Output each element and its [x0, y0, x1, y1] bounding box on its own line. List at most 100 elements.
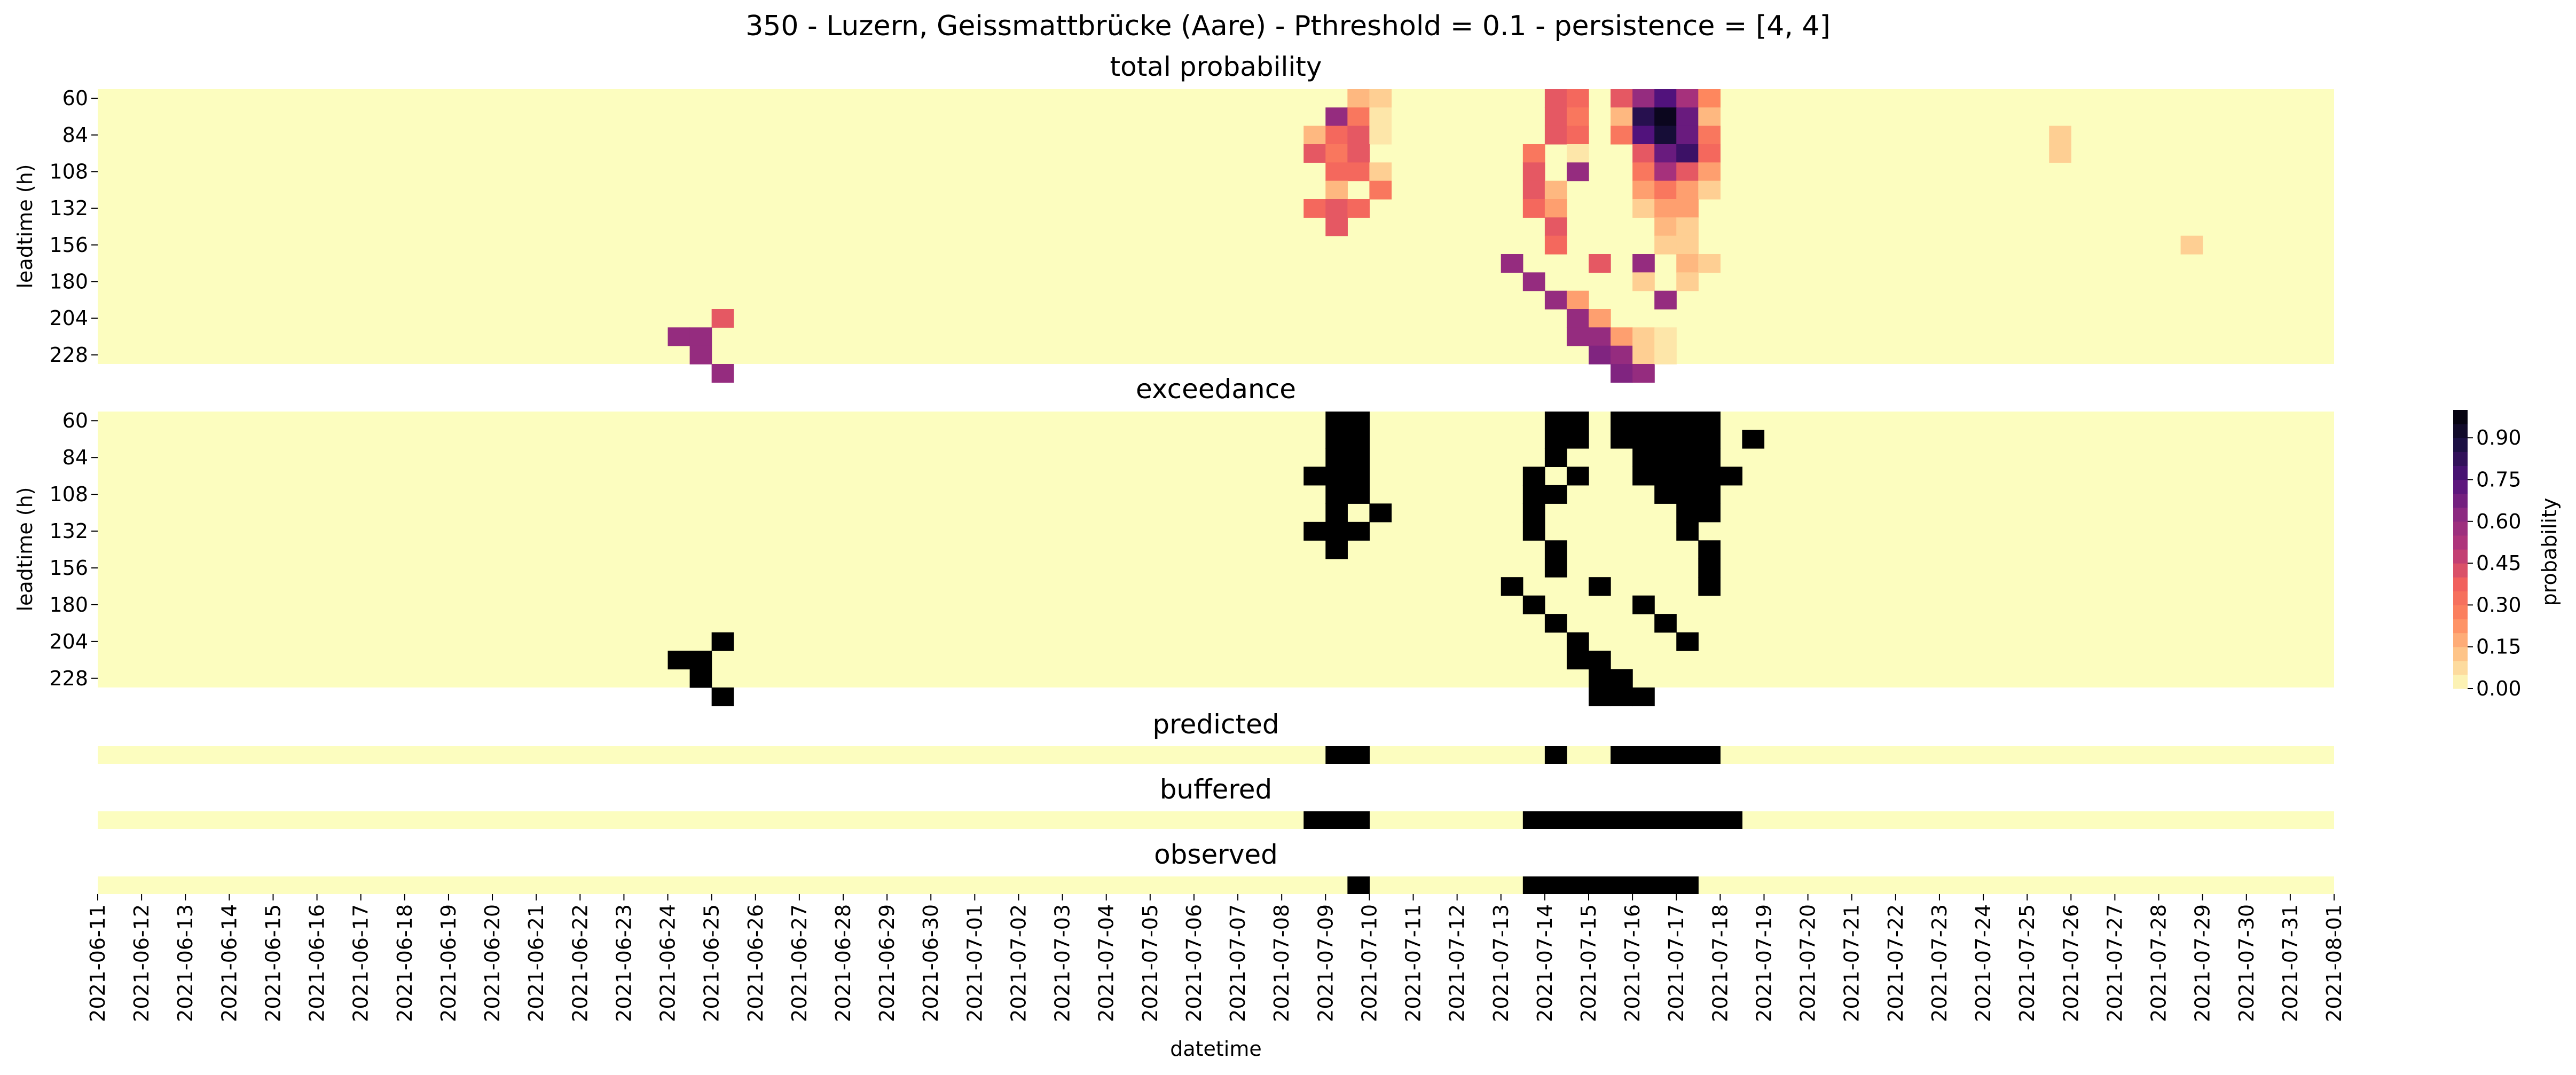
colorbar-segment [2453, 521, 2468, 536]
x-tick-label: 2021-07-16 [1621, 904, 1644, 1022]
x-tick-label: 2021-07-27 [2103, 904, 2126, 1022]
heatmap-cell [1566, 412, 1589, 431]
colorbar-segment [2453, 563, 2468, 578]
x-tick-label: 2021-06-29 [875, 904, 899, 1022]
colorbar-segment [2453, 507, 2468, 522]
heatmap-cell [1654, 144, 1677, 163]
heatmap-cell [1501, 577, 1523, 596]
heatmap-cell [1544, 180, 1567, 200]
colorbar-tick-label: 0.30 [2476, 593, 2522, 616]
colorbar-segment [2453, 465, 2468, 480]
heatmap-cell [1325, 521, 1348, 541]
heatmap-cell [1303, 199, 1326, 218]
datetime-axis: 2021-06-11 2021-06-12 2021-06-13 2021-06-14… [86, 894, 2346, 1022]
x-tick-label: 2021-07-26 [2059, 904, 2083, 1022]
heatmap-cell [1654, 199, 1677, 218]
heatmap-cell [1698, 254, 1721, 273]
y-tick-label: 156 [49, 233, 88, 257]
heatmap-cell [1698, 467, 1721, 486]
x-tick-label: 2021-06-17 [349, 904, 373, 1022]
heatmap-cell [1720, 467, 1743, 486]
heatmap-cell [1654, 485, 1677, 504]
heatmap-cell [1369, 162, 1392, 181]
heatmap-cell [1698, 89, 1721, 108]
heatmap-cell [1698, 180, 1721, 200]
heatmap-cell [1676, 467, 1699, 486]
buffered-title: buffered [1160, 774, 1273, 805]
heatmap-cell [689, 327, 712, 346]
heatmap-cell [1611, 364, 1633, 383]
exceedance-title: exceedance [1136, 374, 1296, 405]
colorbar-segment [2453, 660, 2468, 675]
y-tick-label: 180 [49, 270, 88, 294]
heatmap-cell [1347, 107, 1370, 127]
event-interval [1611, 746, 1721, 764]
heatmap-cell [1611, 669, 1633, 688]
heatmap-cell [1589, 254, 1611, 273]
colorbar-segment [2453, 605, 2468, 620]
exceedance-cells [98, 412, 2334, 707]
heatmap-cell [1698, 430, 1721, 449]
y-tick-label: 132 [49, 196, 88, 220]
heatmap-cell [1698, 412, 1721, 431]
x-tick-label: 2021-07-20 [1796, 904, 1820, 1022]
heatmap-cell [1632, 107, 1655, 127]
heatmap-cell [667, 327, 690, 346]
strip-background [98, 746, 2334, 764]
y-tick-label: 60 [62, 86, 88, 110]
heatmap-cell [1325, 162, 1348, 181]
heatmap-cell [1654, 290, 1677, 310]
heatmap-cell [1589, 327, 1611, 346]
observed-title: observed [1154, 839, 1278, 870]
colorbar-segment [2453, 549, 2468, 564]
heatmap-cell [1501, 254, 1523, 273]
x-tick-label: 2021-06-21 [524, 904, 548, 1022]
x-tick-label: 2021-07-07 [1226, 904, 1250, 1022]
heatmap-cell [1522, 272, 1545, 291]
heatmap-cell [1369, 89, 1392, 108]
heatmap-cell [1698, 144, 1721, 163]
x-tick-label: 2021-07-10 [1357, 904, 1381, 1022]
heatmap-cell [1654, 217, 1677, 236]
heatmap-cell [1632, 595, 1655, 614]
colorbar-segment [2453, 577, 2468, 591]
heatmap-cell [1544, 558, 1567, 578]
heatmap-cell [1522, 485, 1545, 504]
x-tick-label: 2021-06-23 [612, 904, 635, 1022]
x-tick-label: 2021-06-12 [130, 904, 153, 1022]
heatmap-cell [1589, 577, 1611, 596]
y-tick-label: 204 [49, 630, 88, 653]
heatmap-cell [1676, 89, 1699, 108]
heatmap-cell [1347, 162, 1370, 181]
heatmap-cell [1676, 162, 1699, 181]
heatmap-cell [1347, 144, 1370, 163]
x-tick-label: 2021-07-14 [1533, 904, 1557, 1022]
heatmap-cell [1325, 467, 1348, 486]
heatmap-cell [1632, 272, 1655, 291]
total-probability-panel: total probability leadtime (h) 60 84 108 13… [13, 51, 2334, 383]
heatmap-cell [1698, 485, 1721, 504]
heatmap-cell [1676, 521, 1699, 541]
heatmap-cell [1654, 430, 1677, 449]
heatmap-cell [1589, 687, 1611, 707]
heatmap-cell [1654, 89, 1677, 108]
heatmap-cell [1654, 107, 1677, 127]
buffered-cells [98, 811, 2334, 829]
colorbar-segment [2453, 535, 2468, 550]
heatmap-cell [1325, 540, 1348, 559]
heatmap-cell [1742, 430, 1765, 449]
heatmap-cell [1325, 485, 1348, 504]
heatmap-cell [1303, 521, 1326, 541]
x-tick-label: 2021-07-17 [1664, 904, 1688, 1022]
heatmap-cell [1544, 235, 1567, 255]
heatmap-cell [1566, 89, 1589, 108]
heatmap-cell [1589, 651, 1611, 670]
heatmap-cell [1325, 144, 1348, 163]
event-interval [1544, 746, 1567, 764]
exceedance-panel: exceedance leadtime (h) 60 84 108 132 156 180… [13, 374, 2334, 707]
colorbar-segment [2453, 452, 2468, 466]
heatmap-cell [1566, 162, 1589, 181]
x-tick-label: 2021-07-11 [1402, 904, 1425, 1022]
heatmap-cell [1698, 125, 1721, 145]
predicted-cells [98, 746, 2334, 764]
